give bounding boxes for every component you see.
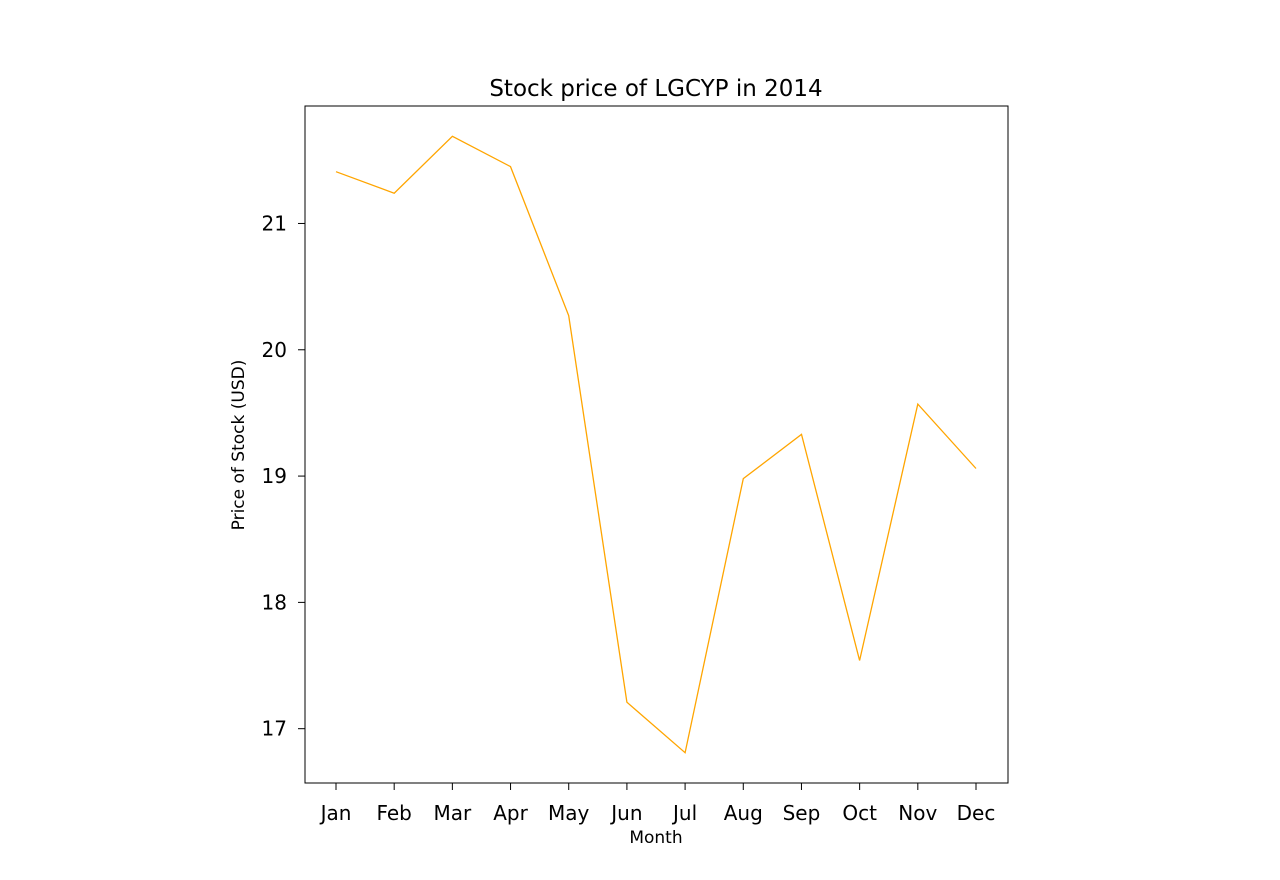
x-tick-label: Aug bbox=[724, 801, 763, 825]
x-tick-label: Jul bbox=[671, 801, 697, 825]
x-tick-label: Nov bbox=[898, 801, 937, 825]
x-tick-label: May bbox=[548, 801, 590, 825]
y-tick-label: 18 bbox=[262, 590, 287, 614]
plot-area-frame bbox=[304, 105, 1009, 784]
y-tick-label: 20 bbox=[262, 338, 287, 362]
y-tick-label: 21 bbox=[262, 211, 287, 235]
x-tick-label: Sep bbox=[783, 801, 821, 825]
x-tick-label: Feb bbox=[376, 801, 411, 825]
y-axis-label: Price of Stock (USD) bbox=[229, 360, 249, 531]
y-tick-label: 19 bbox=[262, 464, 287, 488]
x-axis: Jan Feb Mar Apr May Jun Jul Aug Sep Oct Nov Dec bbox=[319, 783, 996, 825]
y-tick-label: 17 bbox=[262, 717, 287, 741]
x-tick-label: Dec bbox=[957, 801, 996, 825]
series-layer bbox=[335, 135, 977, 754]
x-tick-label: Oct bbox=[842, 801, 877, 825]
x-axis-label: Month bbox=[629, 828, 682, 848]
y-axis: 17 18 19 20 21 bbox=[262, 211, 305, 741]
x-tick-label: Jun bbox=[609, 801, 642, 825]
series-line bbox=[335, 135, 977, 754]
x-tick-label: Apr bbox=[493, 801, 528, 825]
chart-title: Stock price of LGCYP in 2014 bbox=[489, 76, 822, 102]
x-tick-label: Jan bbox=[319, 801, 352, 825]
x-tick-label: Mar bbox=[433, 801, 472, 825]
